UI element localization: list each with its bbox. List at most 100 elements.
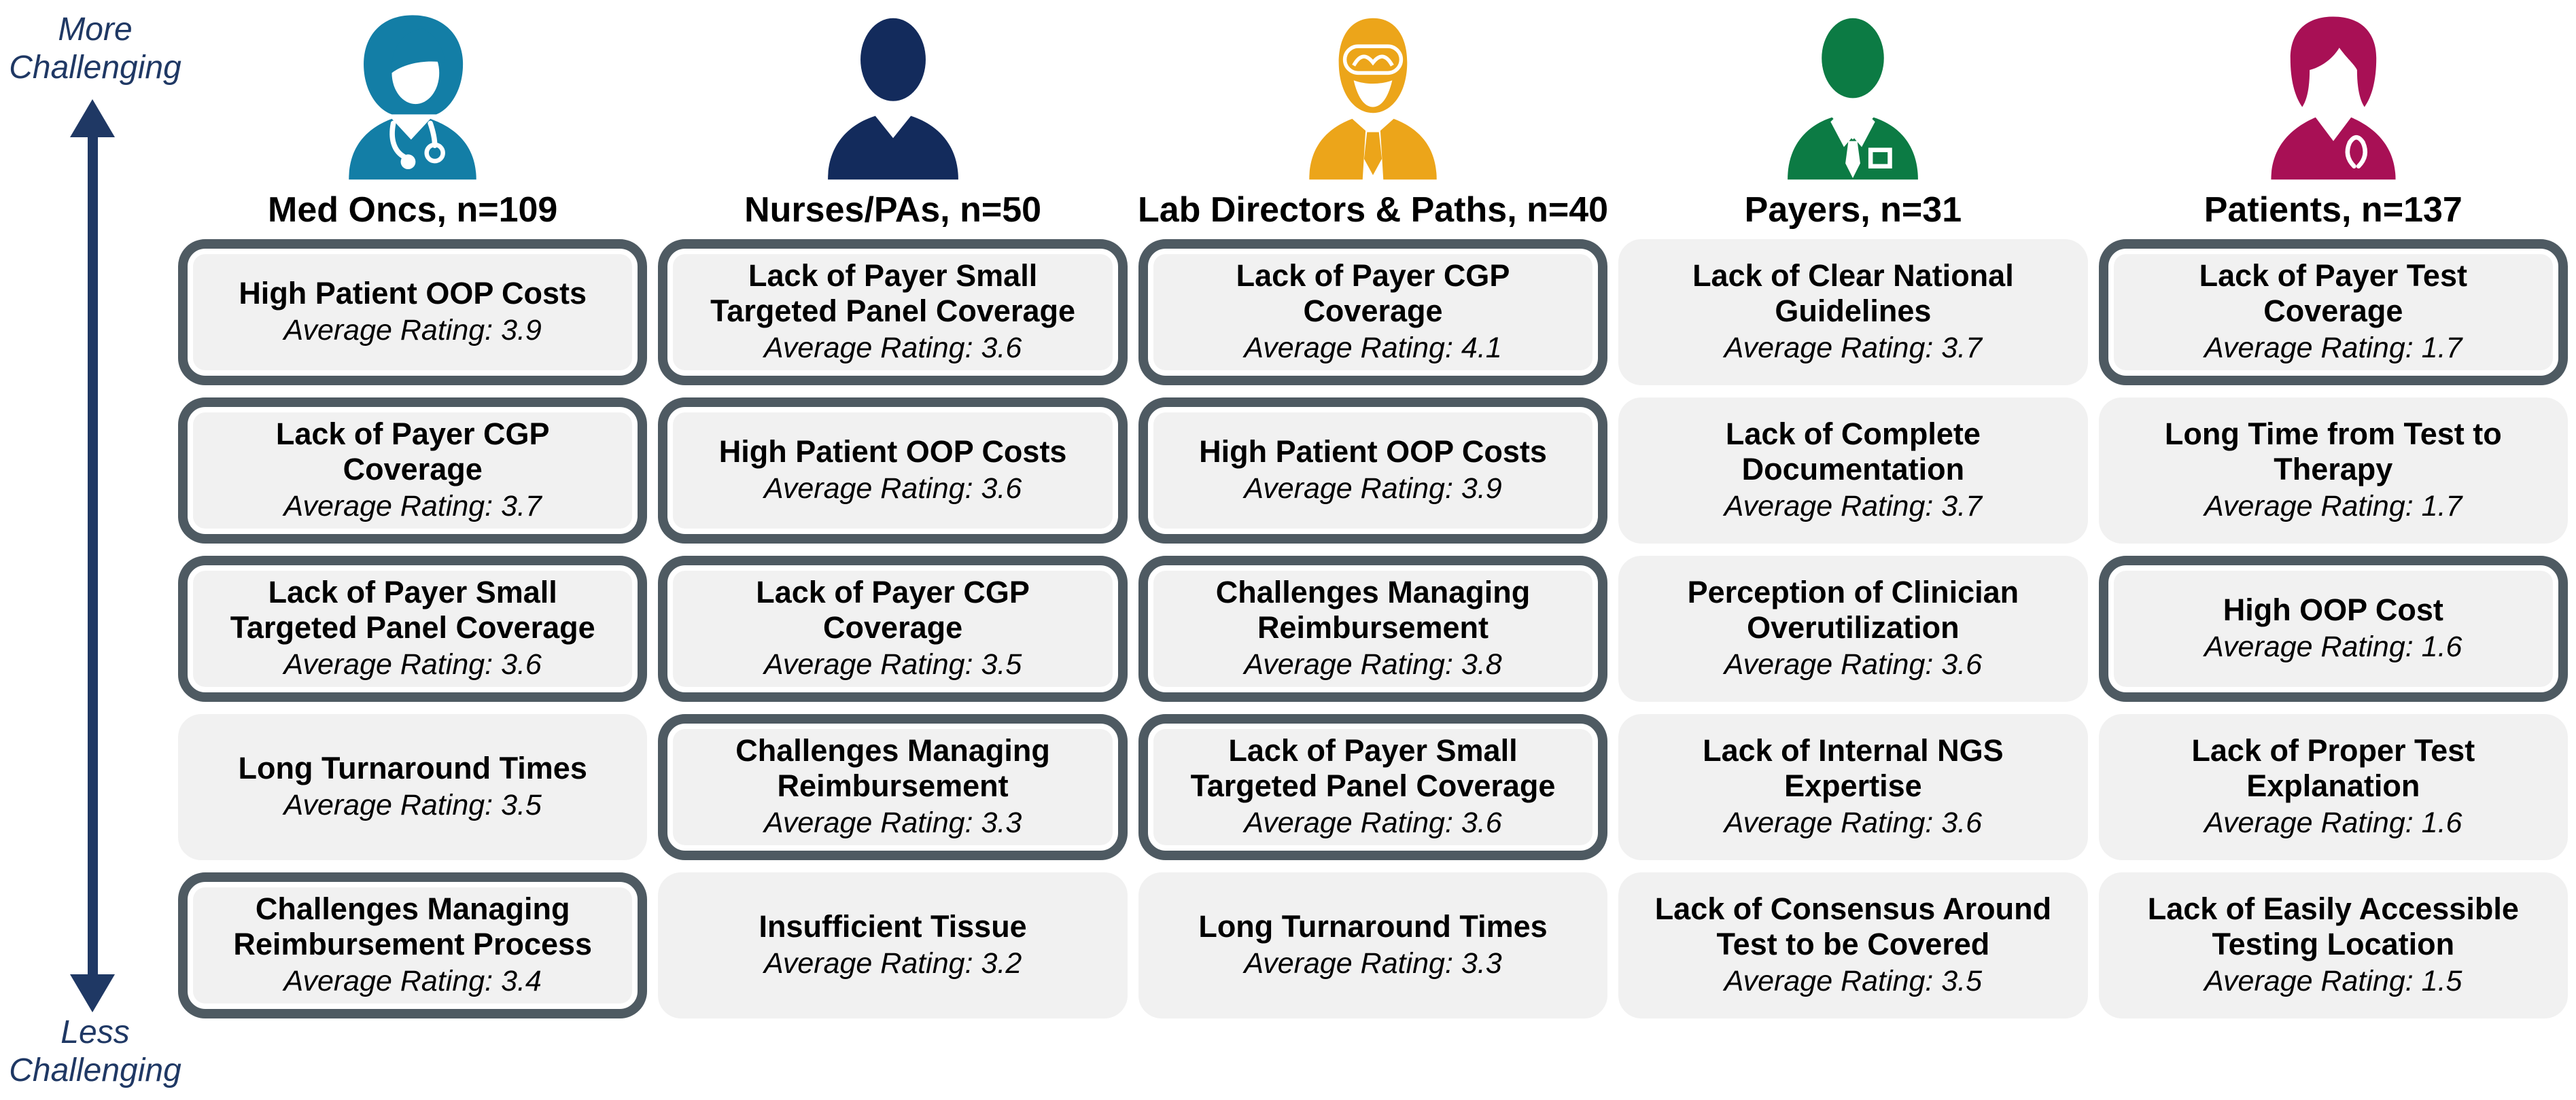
- challenge-box: Lack of Proper Test Explanation Average …: [2098, 713, 2568, 860]
- challenge-axis-arrow: [88, 135, 98, 976]
- challenge-rating: Average Rating: 3.3: [763, 806, 1022, 839]
- axis-label-less-line1: Less: [60, 1014, 130, 1050]
- challenge-box: Lack of Payer Small Targeted Panel Cover…: [658, 238, 1128, 385]
- challenge-title: High Patient OOP Costs: [718, 433, 1067, 469]
- challenge-title: Lack of Payer CGP Coverage: [756, 575, 1030, 645]
- challenge-box: High Patient OOP Costs Average Rating: 3…: [178, 238, 648, 385]
- column-payers: Payers, n=31 Lack of Clear National Guid…: [1618, 4, 2088, 1018]
- arrow-down-icon: [70, 974, 115, 1012]
- challenge-title: Lack of Payer CGP Coverage: [1236, 258, 1510, 328]
- challenge-rating: Average Rating: 3.6: [763, 472, 1022, 505]
- column-lab-directors-paths: Lab Directors & Paths, n=40 Lack of Paye…: [1137, 4, 1609, 1018]
- challenge-box: High Patient OOP Costs Average Rating: 3…: [1138, 397, 1608, 544]
- challenge-box: Lack of Consensus Around Test to be Cove…: [1618, 872, 2088, 1018]
- challenge-title: Perception of Clinician Overutilization: [1687, 575, 2019, 645]
- challenge-title: Lack of Payer Small Targeted Panel Cover…: [230, 575, 595, 645]
- challenge-rating: Average Rating: 3.6: [1724, 806, 1983, 839]
- axis-label-more-challenging: More Challenging: [0, 11, 190, 86]
- challenge-title: Lack of Payer CGP Coverage: [275, 416, 550, 486]
- challenge-rating: Average Rating: 3.7: [1724, 331, 1983, 364]
- challenge-rating: Average Rating: 3.6: [283, 647, 542, 681]
- challenge-box: Insufficient Tissue Average Rating: 3.2: [658, 872, 1128, 1018]
- challenge-title: Lack of Payer Small Targeted Panel Cover…: [1190, 733, 1556, 803]
- challenge-rating: Average Rating: 3.8: [1244, 647, 1502, 681]
- challenge-box: Challenges Managing Reimbursement Proces…: [178, 872, 648, 1018]
- challenge-rating: Average Rating: 3.5: [1724, 964, 1983, 997]
- challenge-rating: Average Rating: 3.7: [283, 489, 542, 522]
- challenge-list: Lack of Payer CGP Coverage Average Ratin…: [1138, 238, 1608, 1018]
- challenge-box: Challenges Managing Reimbursement Averag…: [658, 713, 1128, 860]
- challenge-box: Lack of Payer CGP Coverage Average Ratin…: [1138, 238, 1608, 385]
- challenge-rating: Average Rating: 1.6: [2204, 631, 2462, 664]
- axis-label-less-challenging: Less Challenging: [0, 1014, 190, 1089]
- challenge-rating: Average Rating: 4.1: [1244, 331, 1502, 364]
- challenge-box: Perception of Clinician Overutilization …: [1618, 555, 2088, 702]
- female-patient-ribbon-icon: [2259, 4, 2407, 190]
- challenge-rating: Average Rating: 1.5: [2204, 964, 2462, 997]
- challenge-box: Lack of Internal NGS Expertise Average R…: [1618, 713, 2088, 860]
- column-header-med-oncs: Med Oncs, n=109: [268, 190, 558, 230]
- challenge-title: High Patient OOP Costs: [1199, 433, 1547, 469]
- challenge-box: Lack of Payer CGP Coverage Average Ratin…: [178, 397, 648, 544]
- challenge-box: Lack of Easily Accessible Testing Locati…: [2098, 872, 2568, 1018]
- challenge-title: Lack of Proper Test Explanation: [2191, 733, 2475, 803]
- challenge-rating: Average Rating: 3.9: [283, 314, 542, 347]
- challenge-title: High Patient OOP Costs: [239, 275, 587, 311]
- challenge-box: High Patient OOP Costs Average Rating: 3…: [658, 397, 1128, 544]
- challenge-title: Lack of Payer Small Targeted Panel Cover…: [710, 258, 1076, 328]
- challenge-title: Long Time from Test to Therapy: [2164, 416, 2502, 486]
- column-header-patients: Patients, n=137: [2204, 190, 2462, 230]
- column-patients: Patients, n=137 Lack of Payer Test Cover…: [2098, 4, 2568, 1018]
- challenge-rating: Average Rating: 3.3: [1244, 947, 1502, 980]
- challenge-box: Long Turnaround Times Average Rating: 3.…: [1138, 872, 1608, 1018]
- challenge-title: Lack of Easily Accessible Testing Locati…: [2147, 891, 2519, 961]
- challenge-title: Challenges Managing Reimbursement Proces…: [233, 891, 593, 961]
- challenge-title: Long Turnaround Times: [1198, 908, 1548, 944]
- challenge-rating: Average Rating: 1.7: [2204, 489, 2462, 522]
- challenge-rating: Average Rating: 3.5: [763, 647, 1022, 681]
- challenge-box: Lack of Payer Small Targeted Panel Cover…: [1138, 713, 1608, 860]
- challenge-box: Long Turnaround Times Average Rating: 3.…: [178, 713, 648, 860]
- challenge-list: High Patient OOP Costs Average Rating: 3…: [178, 238, 648, 1018]
- axis-label-more-line1: More: [58, 12, 133, 48]
- axis-label-more-line2: Challenging: [9, 49, 181, 86]
- challenge-rating: Average Rating: 3.7: [1724, 489, 1983, 522]
- challenge-rating: Average Rating: 3.5: [283, 789, 542, 822]
- challenge-list: Lack of Payer Small Targeted Panel Cover…: [658, 238, 1128, 1018]
- challenge-rating: Average Rating: 3.4: [283, 964, 542, 997]
- challenge-rating: Average Rating: 3.6: [1724, 647, 1983, 681]
- challenge-title: Lack of Payer Test Coverage: [2199, 258, 2467, 328]
- challenge-rating: Average Rating: 3.2: [763, 947, 1022, 980]
- column-header-payers: Payers, n=31: [1744, 190, 1962, 230]
- challenge-box: Lack of Complete Documentation Average R…: [1618, 397, 2088, 544]
- person-icon: [819, 4, 967, 190]
- column-med-oncs: Med Oncs, n=109 High Patient OOP Costs A…: [178, 4, 648, 1018]
- challenge-title: Lack of Clear National Guidelines: [1692, 258, 2014, 328]
- challenge-list: Lack of Clear National Guidelines Averag…: [1618, 238, 2088, 1018]
- female-doctor-icon: [338, 4, 487, 190]
- challenge-box: Lack of Payer CGP Coverage Average Ratin…: [658, 555, 1128, 702]
- challenge-title: Insufficient Tissue: [759, 908, 1027, 944]
- column-header-lab-directors: Lab Directors & Paths, n=40: [1137, 190, 1609, 230]
- challenge-title: Long Turnaround Times: [238, 750, 587, 785]
- challenge-rating: Average Rating: 3.9: [1244, 472, 1502, 505]
- challenge-title: Lack of Consensus Around Test to be Cove…: [1654, 891, 2052, 961]
- stakeholder-columns: Med Oncs, n=109 High Patient OOP Costs A…: [178, 4, 2568, 1018]
- scientist-goggles-icon: [1299, 4, 1447, 190]
- challenge-title: Lack of Complete Documentation: [1725, 416, 1981, 486]
- column-nurses-pas: Nurses/PAs, n=50 Lack of Payer Small Tar…: [658, 4, 1128, 1018]
- axis-label-less-line2: Challenging: [9, 1052, 181, 1088]
- challenge-title: High OOP Cost: [2223, 592, 2443, 627]
- challenge-rating: Average Rating: 1.7: [2204, 331, 2462, 364]
- challenge-title: Lack of Internal NGS Expertise: [1703, 733, 2004, 803]
- challenge-rating: Average Rating: 3.6: [763, 331, 1022, 364]
- challenge-title: Challenges Managing Reimbursement: [735, 733, 1050, 803]
- challenge-box: Challenges Managing Reimbursement Averag…: [1138, 555, 1608, 702]
- challenge-box: Lack of Clear National Guidelines Averag…: [1618, 238, 2088, 385]
- businessman-icon: [1779, 4, 1927, 190]
- arrow-up-icon: [70, 99, 115, 137]
- challenge-rating: Average Rating: 1.6: [2204, 806, 2462, 839]
- column-header-nurses-pas: Nurses/PAs, n=50: [744, 190, 1042, 230]
- challenge-list: Lack of Payer Test Coverage Average Rati…: [2098, 238, 2568, 1018]
- challenge-box: High OOP Cost Average Rating: 1.6: [2098, 555, 2568, 702]
